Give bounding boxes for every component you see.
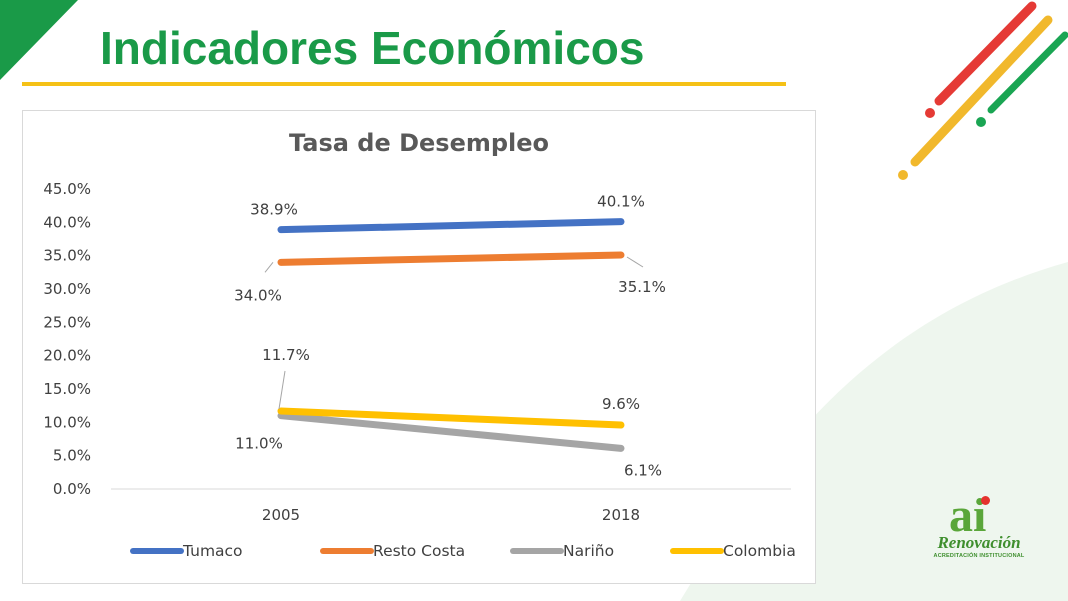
logo-subtitle: ACREDITACIÓN INSTITUCIONAL xyxy=(933,553,1025,559)
corner-triangle-decoration xyxy=(0,0,78,80)
y-tick-label: 10.0% xyxy=(43,413,91,431)
data-label: 38.9% xyxy=(250,201,298,219)
line-chart: 0.0% 5.0% 10.0% 15.0% 20.0% 25.0% 30.0% 35.0% 40… xyxy=(43,180,796,560)
data-label: 40.1% xyxy=(597,193,645,211)
data-label: 11.7% xyxy=(262,346,310,364)
title-underline xyxy=(22,82,786,86)
chart-frame: Tasa de Desempleo 0.0% 5.0% 10.0% 15.0% 20.0… xyxy=(22,110,816,584)
legend-label: Nariño xyxy=(563,542,614,560)
data-label: 9.6% xyxy=(602,395,640,413)
legend-label: Tumaco xyxy=(182,542,243,560)
data-label: 34.0% xyxy=(234,286,282,304)
logo-dot xyxy=(981,496,990,505)
chart-title: Tasa de Desempleo xyxy=(288,129,550,157)
y-tick-label: 25.0% xyxy=(43,313,91,331)
legend-label: Colombia xyxy=(723,542,796,560)
y-tick-label: 35.0% xyxy=(43,247,91,265)
logo-name: Renovación xyxy=(937,533,1021,552)
x-tick-label: 2005 xyxy=(262,506,300,524)
y-tick-label: 5.0% xyxy=(53,447,91,465)
leader-line xyxy=(264,262,274,273)
diagonal-stripes-decoration xyxy=(898,1,1068,180)
data-label: 11.0% xyxy=(235,435,283,453)
y-tick-label: 45.0% xyxy=(43,180,91,198)
x-tick-label: 2018 xyxy=(602,506,640,524)
renovacion-logo: ai Renovación ACREDITACIÓN INSTITUCIONAL xyxy=(925,492,1033,572)
y-tick-label: 0.0% xyxy=(53,480,91,498)
page-title: Indicadores Económicos xyxy=(100,22,645,74)
series-line-resto-costa xyxy=(277,251,625,266)
data-label: 6.1% xyxy=(624,461,662,479)
logo-mark: ai xyxy=(949,489,987,542)
y-tick-label: 40.0% xyxy=(43,213,91,231)
legend-label: Resto Costa xyxy=(373,542,465,560)
series-line-tumaco xyxy=(277,218,625,234)
leader-line xyxy=(626,256,644,268)
series-line-colombia xyxy=(277,407,625,429)
series-line-nariño xyxy=(277,412,625,452)
y-tick-label: 30.0% xyxy=(43,280,91,298)
data-label: 35.1% xyxy=(618,278,666,296)
leader-line xyxy=(278,370,286,410)
y-tick-label: 15.0% xyxy=(43,380,91,398)
y-tick-label: 20.0% xyxy=(43,347,91,365)
